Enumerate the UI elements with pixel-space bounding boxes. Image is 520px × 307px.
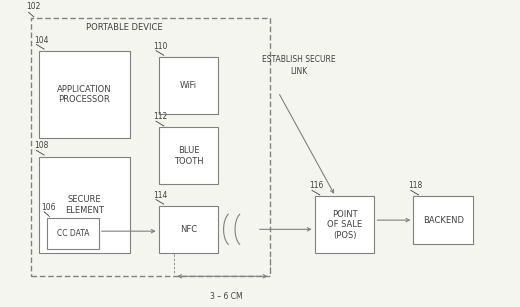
Text: 114: 114 xyxy=(153,191,168,200)
Text: 118: 118 xyxy=(408,181,422,190)
Text: 102: 102 xyxy=(26,2,41,11)
Text: NFC: NFC xyxy=(180,225,197,234)
Text: 108: 108 xyxy=(34,142,48,150)
Text: APPLICATION
PROCESSOR: APPLICATION PROCESSOR xyxy=(57,85,112,104)
Text: 116: 116 xyxy=(309,181,324,190)
Bar xyxy=(413,196,473,244)
Bar xyxy=(315,196,374,253)
Text: 104: 104 xyxy=(34,36,48,45)
Bar xyxy=(47,218,99,249)
Text: WiFi: WiFi xyxy=(180,81,197,90)
Bar xyxy=(31,18,270,276)
Text: 112: 112 xyxy=(153,112,167,121)
Bar xyxy=(159,57,218,114)
Bar xyxy=(39,51,130,138)
Text: 3 – 6 CM: 3 – 6 CM xyxy=(210,292,242,301)
Bar xyxy=(159,206,218,253)
Bar xyxy=(39,157,130,253)
Text: SECURE
ELEMENT: SECURE ELEMENT xyxy=(65,195,104,215)
Text: POINT
OF SALE
(POS): POINT OF SALE (POS) xyxy=(327,210,362,240)
Text: CC DATA: CC DATA xyxy=(57,229,89,238)
Text: BLUE
TOOTH: BLUE TOOTH xyxy=(174,146,203,165)
Text: ESTABLISH SECURE
LINK: ESTABLISH SECURE LINK xyxy=(262,55,336,76)
Text: BACKEND: BACKEND xyxy=(423,216,464,225)
Text: 110: 110 xyxy=(153,42,168,51)
Bar xyxy=(159,127,218,184)
Text: 106: 106 xyxy=(42,204,56,212)
Text: PORTABLE DEVICE: PORTABLE DEVICE xyxy=(86,23,162,32)
